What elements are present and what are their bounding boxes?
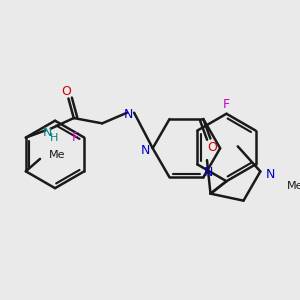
Text: N: N <box>266 169 275 182</box>
Text: F: F <box>223 98 230 111</box>
Text: N: N <box>124 108 134 121</box>
Text: N: N <box>42 126 52 139</box>
Text: H: H <box>50 133 58 142</box>
Text: N: N <box>204 166 213 178</box>
Text: O: O <box>62 85 72 98</box>
Text: O: O <box>207 141 217 154</box>
Text: Me: Me <box>287 181 300 190</box>
Text: F: F <box>72 131 79 144</box>
Text: Me: Me <box>49 150 65 160</box>
Text: N: N <box>141 143 150 157</box>
